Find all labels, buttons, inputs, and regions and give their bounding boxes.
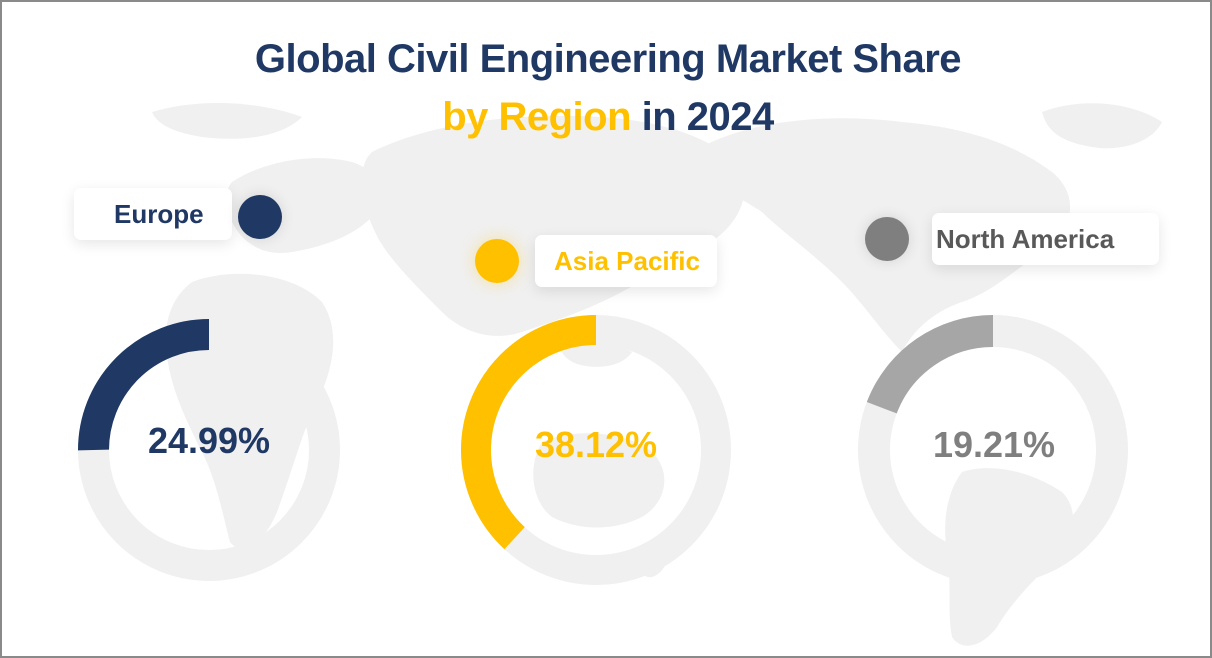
legend-dot-europe [238,195,282,239]
value-label-north-america: 19.21% [932,424,1056,465]
region-name: Asia Pacific [554,246,700,276]
donut-arc-north-america [858,315,1128,585]
legend-dot-asia-pacific [475,239,519,283]
legend-label-north-america: North America [932,213,1159,265]
donut-arc-asia-pacific [461,315,731,585]
donut-arc-europe [78,319,340,581]
region-name: North America [936,224,1115,254]
title-line-1: Global Civil Engineering Market Share [254,37,962,81]
donut-chart-north-america [858,315,1128,585]
title-rest: in 2024 [631,95,775,139]
legend-label-europe: Europe [74,188,232,240]
chart-title: Global Civil Engineering Market Share by… [2,30,1210,146]
title-line-2: by Region in 2024 [2,88,1210,146]
donut-chart-asia-pacific [461,315,731,585]
legend-label-asia-pacific: Asia Pacific [535,235,717,287]
value-label-asia-pacific: 38.12% [534,424,658,465]
donut-chart-europe [78,319,340,581]
value-label-europe: 24.99% [147,420,271,461]
region-name: Europe [114,199,204,229]
legend-dot-north-america [865,217,909,261]
title-accent: by Region [442,95,632,139]
